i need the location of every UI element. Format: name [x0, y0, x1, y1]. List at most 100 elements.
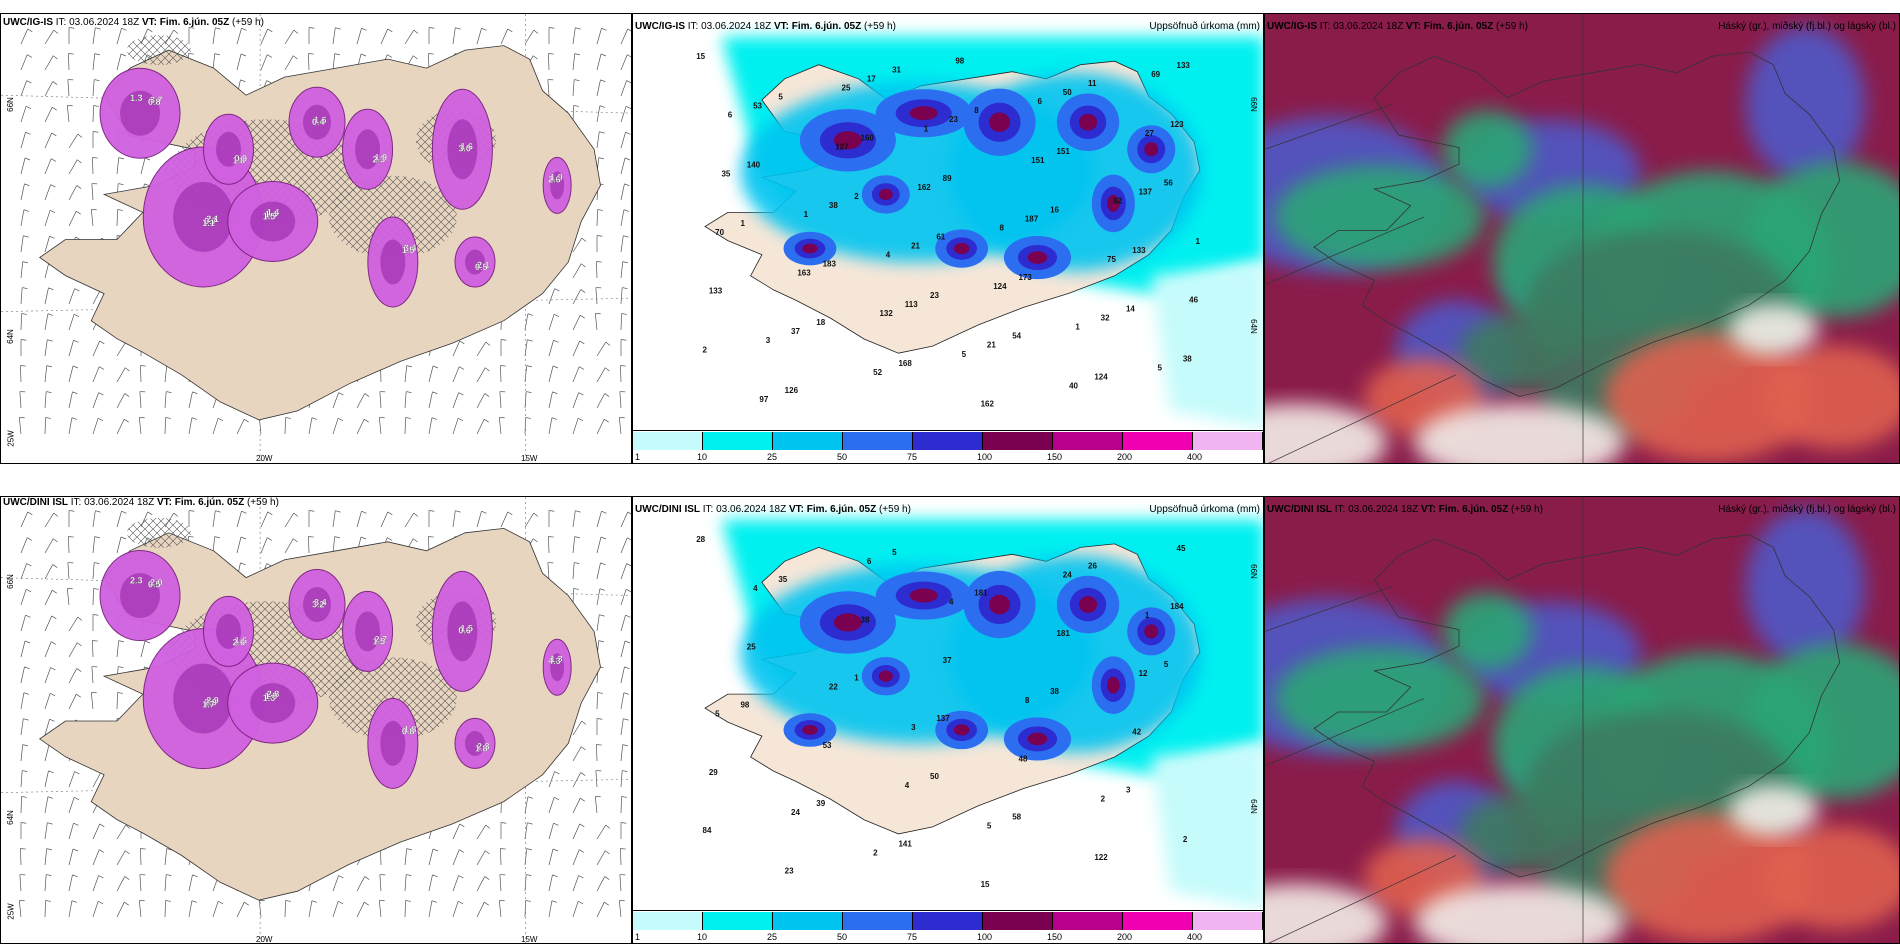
- wind-barb: [308, 510, 315, 528]
- precip-value: 126: [785, 386, 799, 395]
- precip-value: 2.7: [375, 634, 388, 644]
- wind-barb: [547, 562, 554, 580]
- colorbar-tick: 1: [635, 452, 641, 462]
- wind-barb: [500, 28, 513, 45]
- precip-value: 4: [949, 598, 954, 607]
- wind-barb: [116, 692, 123, 710]
- wind-barb: [476, 901, 489, 918]
- wind-barb: [138, 417, 145, 435]
- precip-value: 53: [753, 102, 762, 111]
- panel-precip-top: UWC/IG-IS IT: 03.06.2024 18Z VT: Fim. 6.…: [632, 13, 1264, 464]
- wind-barb: [68, 797, 80, 814]
- wind-barb: [332, 901, 344, 918]
- wind-barb: [188, 391, 198, 409]
- precip-value: 1.5: [460, 623, 473, 633]
- colorbar-swatch: [1193, 912, 1263, 930]
- wind-barb: [548, 536, 554, 554]
- precip-value: 39: [816, 799, 825, 808]
- cloud-area: [1414, 403, 1625, 463]
- wind-barb: [572, 366, 585, 383]
- wind-barb: [212, 901, 224, 918]
- wind-barb: [44, 210, 56, 227]
- precip-value: 181: [1056, 629, 1070, 638]
- precip-value: 2.3: [130, 576, 143, 586]
- wind-barb: [620, 614, 631, 632]
- precip-value: 35: [778, 575, 787, 584]
- wind-barb: [548, 365, 559, 383]
- region-border: [1265, 586, 1393, 632]
- wind-barb: [20, 339, 27, 357]
- wind-barb: [404, 417, 411, 435]
- wind-barb: [547, 79, 554, 97]
- wind-barb: [140, 640, 151, 658]
- precip-value: 2.3: [373, 154, 386, 164]
- precip-value: 1: [1195, 237, 1200, 246]
- precip-value: 163: [797, 269, 811, 278]
- wind-barb: [332, 875, 344, 892]
- wind-barb: [572, 27, 581, 45]
- wind-barb: [20, 666, 30, 684]
- wind-barb: [596, 367, 610, 383]
- wind-barb: [596, 393, 610, 409]
- wind-barb: [20, 80, 32, 97]
- wind-barb: [620, 589, 631, 606]
- wind-barb: [452, 27, 461, 45]
- precip-core: [465, 730, 485, 756]
- wind-barb: [332, 418, 344, 435]
- precip-value: 1: [804, 210, 809, 219]
- cloud-area: [1442, 592, 1533, 671]
- wind-barb: [68, 822, 79, 840]
- precip-value: 29: [709, 768, 718, 777]
- precip-value: 3.4: [314, 598, 327, 608]
- wind-barb: [44, 796, 54, 814]
- precip-core: [250, 683, 296, 724]
- wind-barb: [44, 106, 57, 123]
- wind-barb: [20, 589, 32, 606]
- wind-barb: [548, 848, 559, 866]
- wind-barb: [188, 874, 198, 892]
- wind-barb: [620, 770, 628, 788]
- panel-legend-title: Háský (gr.), miðský (fj.bl.) og lágský (…: [1718, 504, 1896, 515]
- precip-value: 0.4: [312, 117, 325, 127]
- wind-barb: [620, 183, 630, 201]
- wind-barb: [548, 797, 560, 814]
- colorbar-swatch: [703, 912, 773, 930]
- precip-value: 42: [1132, 727, 1141, 736]
- precip-value: 50: [1063, 88, 1072, 97]
- colorbar-tick: 50: [837, 452, 848, 462]
- wind-barb: [594, 313, 601, 331]
- wind-barb: [44, 615, 57, 632]
- wind-barb: [44, 822, 53, 840]
- wind-barb: [572, 314, 585, 331]
- precip-core: [550, 171, 565, 200]
- precip-value: 98: [955, 57, 964, 66]
- wind-barb: [212, 510, 221, 528]
- wind-barb: [20, 209, 30, 227]
- precip-value: 5: [1158, 363, 1163, 372]
- precip-value: 6: [1037, 97, 1042, 106]
- wind-barb: [620, 796, 627, 814]
- wind-barb: [92, 536, 101, 554]
- wind-barb: [68, 159, 82, 175]
- wind-barb: [92, 640, 98, 658]
- wind-barb: [404, 900, 411, 918]
- wind-barb: [356, 27, 367, 45]
- colorbar-tick: 10: [697, 932, 708, 942]
- colorbar-swatch: [843, 432, 913, 450]
- wind-barb: [236, 27, 247, 45]
- precip-value: 53: [823, 741, 832, 750]
- lat-label: 66N: [5, 97, 15, 112]
- precip-core: [303, 587, 331, 623]
- wind-barb: [356, 418, 369, 435]
- precip-value: 141: [898, 839, 912, 848]
- wind-barb: [428, 900, 438, 918]
- precip-value: 5: [892, 548, 897, 557]
- wind-barb: [308, 53, 314, 71]
- region-border: [1265, 216, 1425, 285]
- wind-barb: [404, 512, 419, 528]
- wind-barb: [92, 366, 105, 383]
- wind-barb: [92, 79, 100, 97]
- wind-barb: [116, 850, 130, 866]
- wind-barb: [236, 901, 249, 918]
- iceland-coast: [1313, 534, 1841, 878]
